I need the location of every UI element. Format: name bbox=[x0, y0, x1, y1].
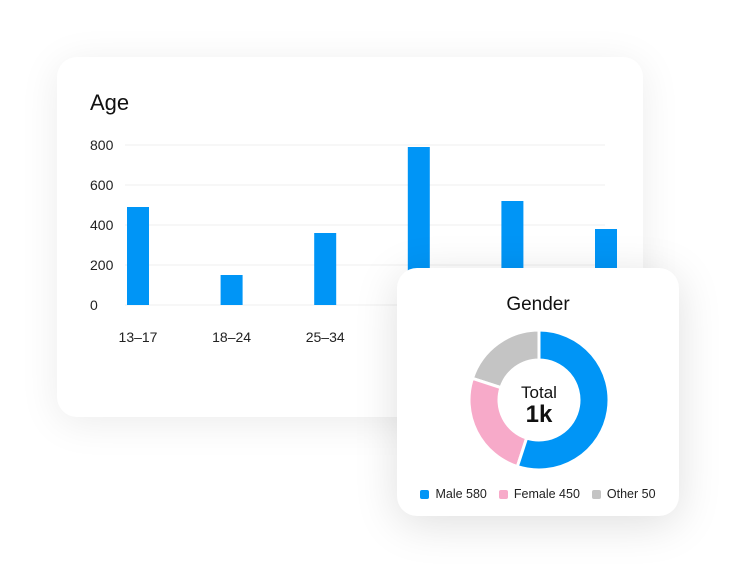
y-tick-label: 0 bbox=[90, 297, 98, 313]
age-chart-card: Age 020040060080013–1718–2425–3435–4445–… bbox=[57, 57, 643, 417]
donut-center-label: Total bbox=[521, 383, 557, 402]
donut-slice-other bbox=[470, 328, 541, 390]
legend-swatch-female bbox=[498, 489, 508, 499]
legend-swatch-other bbox=[591, 489, 601, 499]
donut-center-value: 1k bbox=[526, 401, 553, 428]
donut-slice-female bbox=[467, 376, 529, 469]
legend-swatch-male bbox=[420, 489, 430, 499]
gender-chart-title: Gender bbox=[506, 294, 570, 315]
y-tick-label: 800 bbox=[90, 137, 114, 153]
age-bar bbox=[220, 275, 243, 305]
age-bar bbox=[314, 233, 337, 305]
x-category-label: 13–17 bbox=[119, 329, 158, 345]
x-category-label: 25–34 bbox=[306, 329, 345, 345]
gender-chart-card: Gender Total 1k Male 580 Female 450 Othe… bbox=[397, 268, 679, 516]
y-tick-label: 200 bbox=[90, 257, 114, 273]
y-tick-label: 600 bbox=[90, 177, 114, 193]
donut-slice-male bbox=[515, 328, 611, 472]
gender-legend: Male 580 Female 450 Other 50 bbox=[397, 487, 679, 501]
age-chart-title: Age bbox=[90, 90, 130, 115]
gender-donut-chart: Total 1k bbox=[467, 328, 611, 472]
x-category-label: 18–24 bbox=[212, 329, 251, 345]
legend-item-other: Other 50 bbox=[591, 487, 656, 501]
legend-label-female: Female 450 bbox=[513, 487, 580, 501]
legend-label-other: Other 50 bbox=[606, 487, 656, 501]
age-bar bbox=[127, 207, 149, 305]
legend-item-female: Female 450 bbox=[498, 487, 580, 501]
age-bar bbox=[407, 147, 430, 305]
y-tick-label: 400 bbox=[90, 217, 114, 233]
legend-label-male: Male 580 bbox=[435, 487, 487, 501]
legend-item-male: Male 580 bbox=[420, 487, 487, 501]
